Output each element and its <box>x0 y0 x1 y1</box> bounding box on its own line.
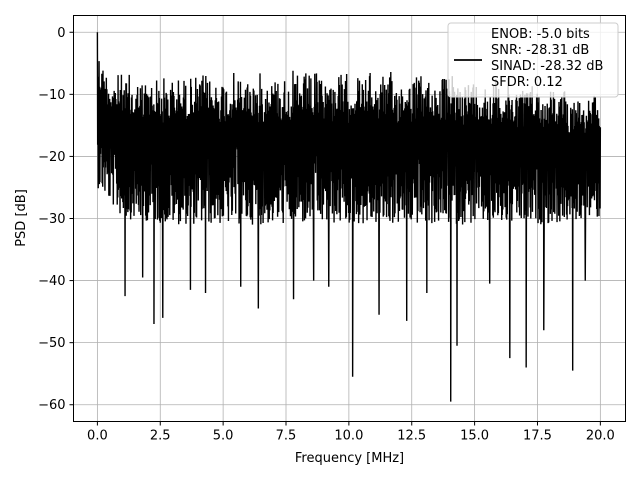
legend-line-sfdr: SFDR: 0.12 <box>491 75 563 90</box>
y-tick-label: −60 <box>38 398 65 413</box>
x-axis-ticks: 0.0 2.5 5.0 7.5 10.0 12.5 15.0 17.5 20.0 <box>87 421 615 444</box>
x-axis-label: Frequency [MHz] <box>295 451 404 466</box>
x-tick-label: 5.0 <box>213 429 234 444</box>
y-tick-label: −20 <box>38 150 65 165</box>
y-axis-ticks: 0 −10 −20 −30 −40 −50 −60 <box>38 26 74 413</box>
legend: ENOB: -5.0 bits SNR: -28.31 dB SINAD: -2… <box>447 22 619 98</box>
y-tick-label: −50 <box>38 336 65 351</box>
x-tick-label: 0.0 <box>87 429 108 444</box>
x-tick-label: 17.5 <box>523 429 552 444</box>
x-tick-label: 2.5 <box>150 429 171 444</box>
x-tick-label: 10.0 <box>334 429 363 444</box>
x-tick-label: 7.5 <box>276 429 297 444</box>
y-tick-label: −30 <box>38 212 65 227</box>
legend-box <box>447 22 619 98</box>
y-tick-label: 0 <box>57 26 65 41</box>
legend-line-enob: ENOB: -5.0 bits <box>491 27 590 42</box>
y-tick-label: −10 <box>38 88 65 103</box>
y-tick-label: −40 <box>38 274 65 289</box>
legend-line-snr: SNR: -28.31 dB <box>491 43 589 58</box>
x-tick-label: 12.5 <box>397 429 426 444</box>
y-axis-label: PSD [dB] <box>14 189 29 247</box>
x-tick-label: 20.0 <box>586 429 615 444</box>
legend-line-sinad: SINAD: -28.32 dB <box>491 59 603 74</box>
x-tick-label: 15.0 <box>460 429 489 444</box>
